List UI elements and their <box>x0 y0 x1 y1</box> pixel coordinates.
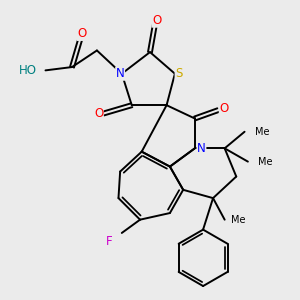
Text: O: O <box>77 27 87 40</box>
Text: HO: HO <box>19 64 37 77</box>
Text: Me: Me <box>231 215 245 225</box>
Text: F: F <box>106 235 113 248</box>
Text: O: O <box>94 107 103 120</box>
Text: O: O <box>152 14 161 27</box>
Text: Me: Me <box>254 127 269 137</box>
Text: N: N <box>197 142 206 155</box>
Text: O: O <box>219 102 229 115</box>
Text: N: N <box>116 67 124 80</box>
Text: Me: Me <box>258 157 272 166</box>
Text: S: S <box>175 67 183 80</box>
